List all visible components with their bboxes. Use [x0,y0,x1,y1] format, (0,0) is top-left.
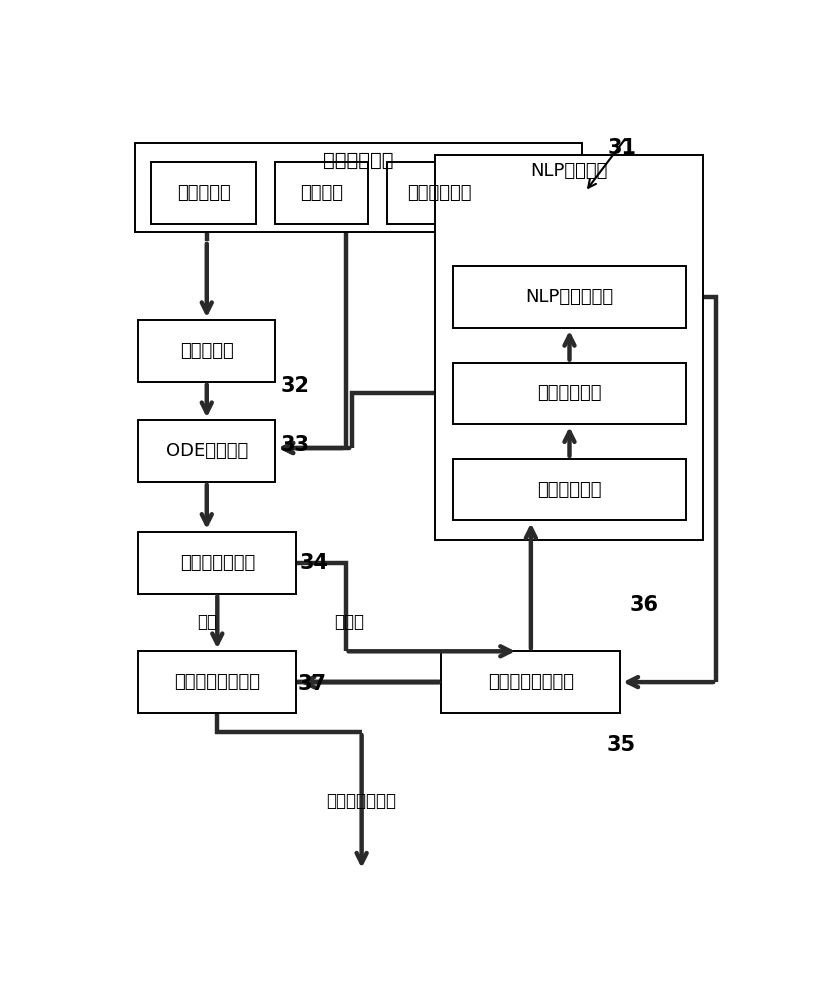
Text: 收敛: 收敛 [197,613,217,631]
FancyBboxPatch shape [138,320,275,382]
FancyBboxPatch shape [453,266,686,328]
Text: 35: 35 [606,735,635,755]
Text: 制动器单元指令: 制动器单元指令 [326,792,396,810]
Text: 寻优步长计算: 寻优步长计算 [537,384,602,402]
FancyBboxPatch shape [138,420,275,482]
FancyBboxPatch shape [453,363,686,424]
Text: 人为刹车动作: 人为刹车动作 [408,184,472,202]
FancyBboxPatch shape [135,143,582,232]
Text: 32: 32 [280,376,310,396]
Text: 36: 36 [630,595,659,615]
FancyBboxPatch shape [138,532,297,594]
Text: 33: 33 [280,435,310,455]
FancyBboxPatch shape [138,651,297,713]
Text: 初始化模块: 初始化模块 [180,342,234,360]
Text: 信息采集模块: 信息采集模块 [323,151,394,170]
FancyBboxPatch shape [435,155,703,540]
Text: NLP求解模块: NLP求解模块 [531,162,608,180]
Text: 动态参数更新模块: 动态参数更新模块 [488,673,574,691]
Text: 寻优方向计算: 寻优方向计算 [537,481,602,499]
Text: 收敛性判断模块: 收敛性判断模块 [180,554,255,572]
Text: 34: 34 [300,553,329,573]
Text: 当前车速: 当前车速 [300,184,344,202]
FancyBboxPatch shape [387,162,493,224]
Text: 31: 31 [607,138,636,158]
Text: 不收敛: 不收敛 [334,613,364,631]
Text: NLP收敛性判断: NLP收敛性判断 [526,288,614,306]
FancyBboxPatch shape [453,459,686,520]
Text: ODE求解模块: ODE求解模块 [166,442,248,460]
FancyBboxPatch shape [442,651,620,713]
FancyBboxPatch shape [275,162,368,224]
FancyBboxPatch shape [151,162,256,224]
Text: 37: 37 [297,674,327,694]
Text: 障碍物距离: 障碍物距离 [176,184,231,202]
Text: 控制指令输出模块: 控制指令输出模块 [175,673,260,691]
